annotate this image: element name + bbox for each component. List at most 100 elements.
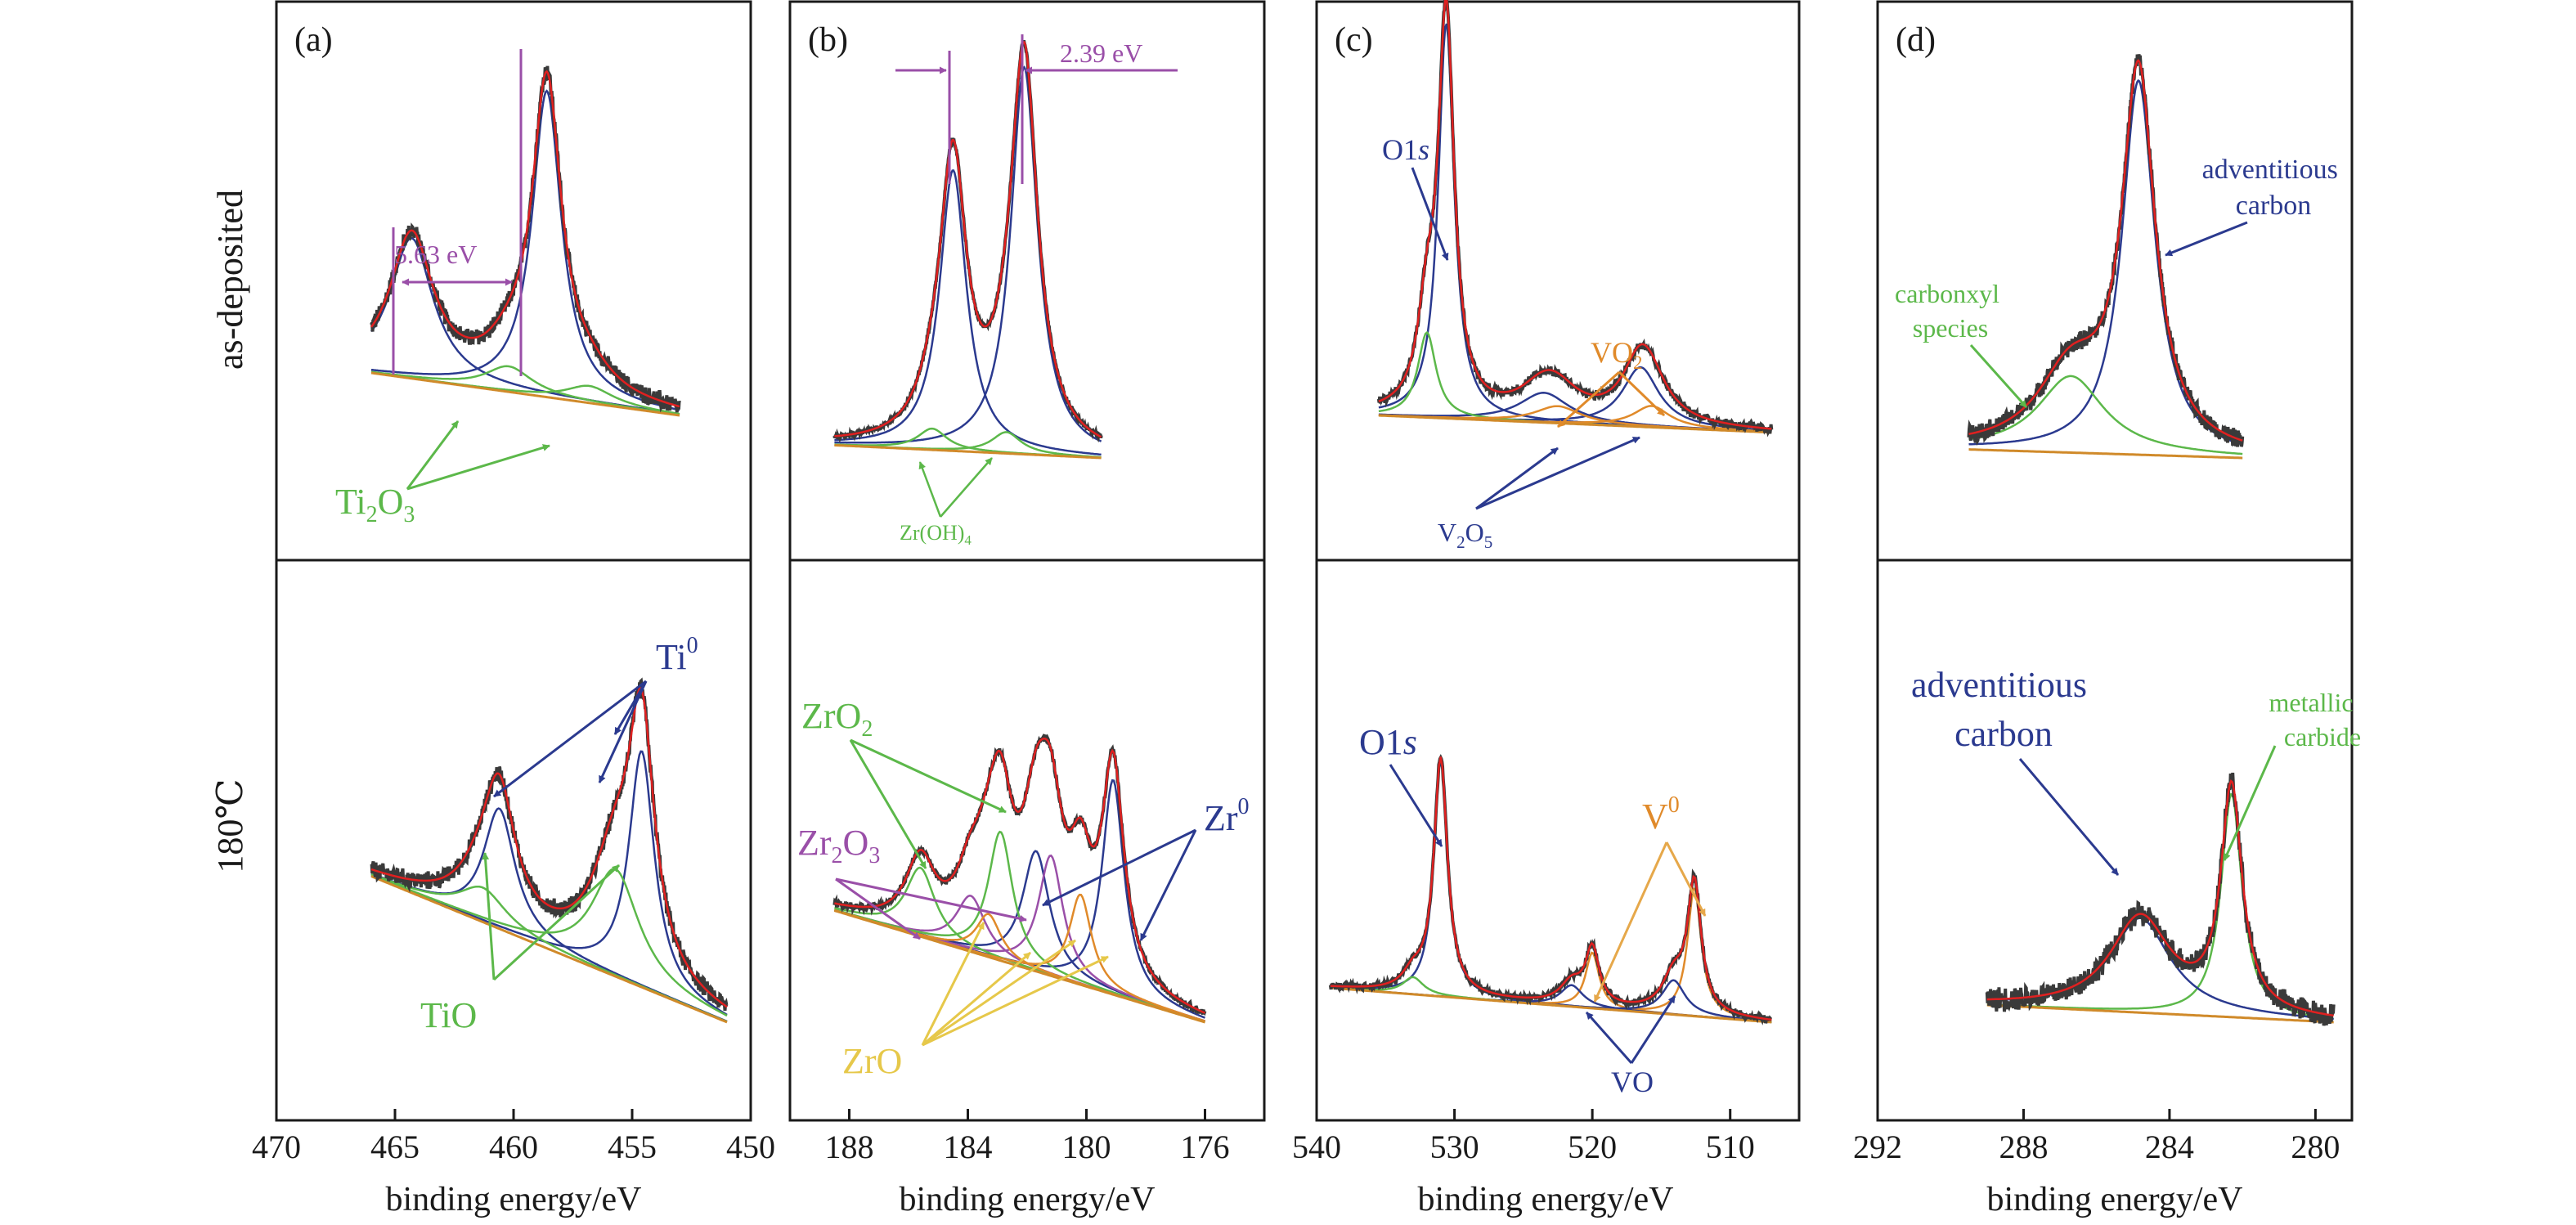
background-c1 — [1330, 986, 1772, 1024]
annotations: 5.63 eV Ti2O3 Ti0 TiO 2.39 eV — [335, 34, 2361, 1098]
annot-d-carbide-arrow — [2223, 745, 2277, 861]
tick-label-d-3: 280 — [2291, 1129, 2340, 1165]
ti2o3-sub2: 3 — [403, 502, 415, 527]
adv-top-line2: carbon — [2236, 191, 2312, 221]
annot-d-adv-bottom: adventitious carbon — [1911, 665, 2096, 754]
component-peak-d0-0 — [1968, 79, 2243, 446]
zroh4-sub: 4 — [964, 532, 972, 548]
annot-b-zro2-arrows — [849, 738, 1007, 869]
tick-label-a-3: 455 — [608, 1129, 657, 1165]
component-peak-b1-2 — [834, 854, 1205, 1022]
xlabel-b: binding energy/eV — [900, 1181, 1156, 1218]
tick-label-d-1: 288 — [1999, 1129, 2048, 1165]
annot-b-zroh4-arrows — [918, 457, 993, 518]
tick-label-c-3: 510 — [1706, 1129, 1755, 1165]
annot-b-zro-arrows — [921, 922, 1109, 1047]
annot-d-adv-bottom-arrow — [2018, 758, 2120, 876]
background-a1 — [370, 875, 728, 1024]
annot-c-v2o5: V2O5 — [1438, 518, 1492, 552]
carbide-line1: metallic — [2269, 688, 2353, 717]
annot-b-zroh4: Zr(OH)4 — [900, 521, 972, 548]
vo2-base: VO — [1591, 336, 1633, 369]
fit-envelope-b0 — [834, 41, 1102, 438]
xlabel-a: binding energy/eV — [386, 1181, 642, 1218]
fit-envelope-c0 — [1378, 0, 1772, 430]
zr2o3-sub2: 3 — [868, 843, 880, 868]
tick-label-a-4: 450 — [726, 1129, 775, 1165]
row-label-as-deposited: as-deposited — [210, 190, 250, 370]
panels: (a)470 465 460 455 450(b)188 184 180 176(c)540 5… — [252, 0, 2354, 1165]
fit-envelope-b1 — [834, 737, 1206, 1014]
annot-b-zro: ZrO — [842, 1041, 902, 1081]
zroh4-base: Zr(OH) — [900, 521, 964, 545]
v0-sup: 0 — [1668, 792, 1680, 818]
panel-label-b: (b) — [808, 21, 848, 59]
tick-label-c-2: 520 — [1568, 1129, 1617, 1165]
v2o5-sub: 2 — [1456, 532, 1465, 552]
tick-label-a-0: 470 — [252, 1129, 301, 1165]
component-peak-a1-2 — [370, 868, 728, 1017]
annot-c-v2o5-arrows — [1475, 436, 1640, 510]
annot-b-zro2: ZrO2 — [801, 696, 873, 742]
component-peak-a0-0 — [370, 89, 680, 411]
o1s-bottom-base: O1 — [1359, 722, 1403, 762]
tick-label-c-0: 540 — [1292, 1129, 1341, 1165]
row-label-180c: 180℃ — [210, 779, 250, 873]
annot-a-tio: TiO — [420, 995, 477, 1035]
annot-c-v0-arrows — [1593, 841, 1707, 1003]
xlabel-c: binding energy/eV — [1418, 1181, 1674, 1218]
panel-2: (c) 540 530 520 510 — [1292, 0, 1801, 1165]
annot-d-adv-top-arrow — [2165, 221, 2248, 257]
annot-d-adv-top: adventitious carbon — [2202, 155, 2345, 221]
annot-c-v0: V0 — [1642, 792, 1680, 837]
background-a0 — [370, 371, 680, 417]
zr2o3-sub: 2 — [832, 843, 843, 868]
zr0-sup: 0 — [1238, 794, 1250, 819]
tick-label-a-1: 465 — [370, 1129, 420, 1165]
panel-3: (d) 292 288 284 280 — [1853, 0, 2354, 1165]
carbide-line2: carbide — [2284, 722, 2361, 752]
annot-b-split-label: 2.39 eV — [1060, 38, 1142, 68]
o1s-top-italic: s — [1418, 133, 1429, 166]
ti2o3-sub: 2 — [366, 502, 378, 527]
panel-label-a: (a) — [294, 21, 333, 59]
annot-c-vo: VO — [1611, 1066, 1654, 1098]
tick-label-d-2: 284 — [2145, 1129, 2194, 1165]
carbonxyl-line1: carbonxyl — [1895, 279, 1999, 308]
component-peak-d0-1 — [1968, 375, 2243, 455]
tick-label-b-1: 184 — [944, 1129, 993, 1165]
annot-a-split — [392, 49, 523, 376]
annot-d-carbonxyl-arrow — [1969, 343, 2028, 409]
background-b1 — [833, 909, 1205, 1024]
component-peak-b0-0 — [834, 65, 1102, 444]
vo2-sub: 2 — [1633, 352, 1643, 373]
annot-c-vo2: VO2 — [1591, 336, 1643, 373]
annot-b-zr2o3-arrows — [835, 877, 1027, 940]
annot-d-carbonxyl: carbonxyl species — [1895, 279, 2006, 343]
annot-c-o1s-top: O1s — [1382, 133, 1429, 166]
o1s-top-base: O1 — [1382, 133, 1418, 166]
component-peak-b1-1 — [833, 850, 1205, 1022]
fit-envelope-d1 — [1986, 779, 2334, 1017]
annot-a-ti2o3-arrows — [406, 420, 550, 491]
background-d0 — [1968, 448, 2243, 460]
ti0-base: Ti — [656, 637, 687, 677]
data-trace-a1 — [370, 677, 729, 1012]
v2o5-base: V — [1438, 518, 1456, 547]
adv-bottom-line1: adventitious — [1911, 665, 2087, 705]
tick-label-b-0: 188 — [825, 1129, 874, 1165]
annot-b-zr0-arrows — [1042, 828, 1197, 941]
annot-c-vo-arrows — [1585, 995, 1676, 1064]
annot-d-carbide: metallic carbide — [2269, 688, 2361, 752]
data-trace-c1 — [1328, 753, 1773, 1025]
zr2o3-base: Zr — [797, 823, 832, 863]
panel-label-d: (d) — [1896, 21, 1936, 59]
component-peak-b0-1 — [834, 169, 1102, 456]
panel-label-c: (c) — [1335, 21, 1373, 59]
fit-envelope-a0 — [370, 70, 680, 408]
ti2o3-base: Ti — [335, 482, 366, 522]
tick-label-c-1: 530 — [1430, 1129, 1479, 1165]
tick-label-b-2: 180 — [1062, 1129, 1111, 1165]
xlabel-d: binding energy/eV — [1987, 1181, 2243, 1218]
